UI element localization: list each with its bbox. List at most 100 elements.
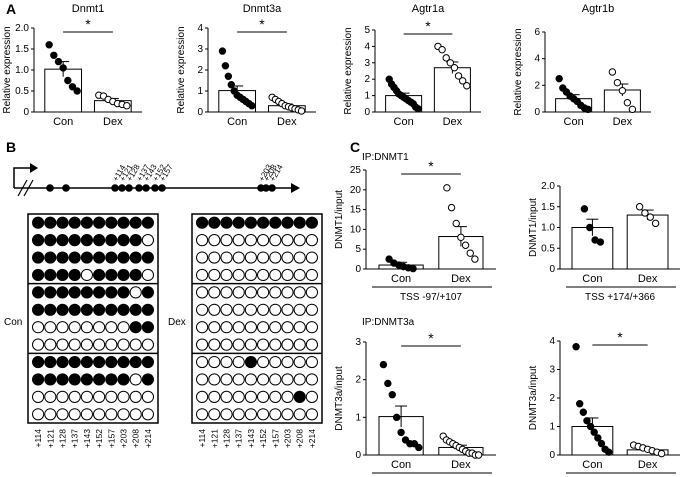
unmethylated-cpg — [305, 373, 318, 386]
unmethylated-cpg — [293, 286, 306, 299]
methylated-cpg — [56, 286, 69, 299]
y-tick-label: 2 — [549, 393, 555, 404]
methylated-cpg — [105, 234, 118, 247]
y-tick-label: 4 — [364, 41, 370, 52]
unmethylated-cpg — [305, 338, 318, 351]
bar-dex — [433, 67, 471, 113]
methylated-cpg — [117, 234, 130, 247]
cpg-label-bottom: +152 — [94, 429, 104, 448]
chart-title: Agtr1b — [582, 3, 614, 15]
unmethylated-cpg — [257, 251, 270, 264]
y-tick-label: 2 — [534, 80, 540, 91]
data-point — [50, 51, 58, 59]
significance-star: * — [428, 330, 434, 346]
data-point — [446, 59, 455, 67]
gene-diagram: +114+121+128+137+143+152+157 +203+208+214 — [13, 162, 300, 197]
y-tick-label: 5 — [355, 244, 361, 255]
methylated-cpg — [56, 216, 69, 229]
cpg-site — [262, 184, 270, 192]
unmethylated-cpg — [220, 390, 233, 403]
unmethylated-cpg — [220, 268, 233, 282]
unmethylated-cpg — [93, 390, 106, 403]
unmethylated-cpg — [281, 234, 294, 247]
y-tick-label: 3 — [549, 365, 555, 376]
data-point — [438, 45, 446, 54]
methylated-cpg — [141, 373, 154, 386]
unmethylated-cpg — [220, 251, 233, 264]
unmethylated-cpg — [244, 251, 257, 264]
unmethylated-cpg — [32, 338, 45, 351]
unmethylated-cpg — [305, 303, 318, 316]
unmethylated-cpg — [232, 286, 245, 299]
data-point — [123, 102, 131, 110]
methylated-cpg — [105, 303, 118, 316]
unmethylated-cpg — [44, 390, 57, 403]
unmethylated-cpg — [196, 286, 209, 299]
unmethylated-cpg — [93, 338, 106, 351]
chart-title: Agtr1a — [412, 3, 445, 15]
data-point — [657, 449, 666, 458]
category-label: Dex — [451, 273, 471, 285]
unmethylated-cpg — [68, 321, 81, 334]
methylated-cpg — [117, 303, 130, 316]
cpg-site — [268, 184, 276, 192]
unmethylated-cpg — [196, 373, 209, 386]
methylated-cpg — [141, 216, 154, 229]
methylated-cpg — [32, 251, 45, 264]
unmethylated-cpg — [32, 390, 45, 403]
unmethylated-cpg — [305, 355, 318, 369]
data-point — [224, 72, 233, 81]
methylated-cpg — [141, 286, 154, 299]
methylated-cpg — [257, 216, 270, 229]
y-tick-label: 0 — [534, 107, 540, 118]
unmethylated-cpg — [232, 373, 245, 386]
methylated-cpg — [117, 251, 130, 264]
methylated-cpg — [93, 373, 106, 386]
unmethylated-cpg — [105, 338, 118, 351]
unmethylated-cpg — [257, 234, 270, 247]
unmethylated-cpg — [196, 390, 209, 403]
y-tick-label: 6 — [534, 27, 540, 38]
data-point — [641, 209, 649, 217]
methylated-cpg — [105, 373, 118, 386]
methylated-cpg — [129, 321, 142, 334]
y-tick-label: 0 — [355, 264, 361, 275]
unmethylated-cpg — [117, 338, 130, 351]
unmethylated-cpg — [32, 321, 45, 334]
unmethylated-cpg — [232, 408, 245, 421]
unmethylated-cpg — [44, 338, 57, 351]
category-label: Con — [227, 116, 247, 128]
unmethylated-cpg — [208, 390, 221, 403]
unmethylated-cpg — [208, 268, 221, 282]
unmethylated-cpg — [80, 321, 94, 334]
unmethylated-cpg — [244, 286, 257, 299]
unmethylated-cpg — [80, 408, 94, 421]
unmethylated-cpg — [269, 338, 282, 351]
methylated-cpg — [80, 286, 94, 299]
methylated-cpg — [44, 234, 57, 247]
methylated-cpg — [244, 216, 257, 229]
methylated-cpg — [141, 303, 154, 316]
methylated-cpg — [44, 373, 57, 386]
category-label: Dex — [638, 459, 658, 471]
unmethylated-cpg — [68, 408, 81, 421]
data-point — [442, 54, 450, 62]
unmethylated-cpg — [196, 303, 209, 316]
y-tick-label: 1.0 — [15, 65, 29, 76]
unmethylated-cpg — [281, 268, 294, 282]
methylated-cpg — [68, 355, 81, 369]
unmethylated-cpg — [269, 251, 282, 264]
category-label: Con — [582, 459, 602, 471]
unmethylated-cpg — [269, 268, 282, 282]
data-point — [596, 238, 605, 246]
unmethylated-cpg — [232, 268, 245, 282]
cpg-label-bottom: +128 — [222, 429, 232, 448]
methylated-cpg — [80, 234, 94, 247]
y-axis-label: Relative expression — [513, 28, 524, 115]
methylated-cpg — [129, 234, 142, 247]
tss-arrowhead — [30, 163, 38, 173]
methylated-cpg — [80, 303, 94, 316]
methylated-cpg — [68, 268, 81, 282]
significance-star: * — [425, 18, 431, 34]
